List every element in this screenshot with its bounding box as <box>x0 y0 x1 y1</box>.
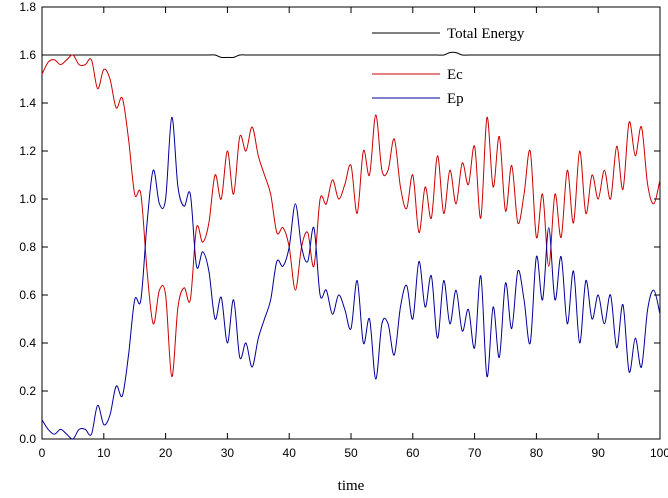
legend-label-ep: Ep <box>447 91 464 107</box>
x-tick-label: 0 <box>39 446 46 460</box>
legend-label-ec: Ec <box>447 67 463 83</box>
y-axis: 0.0 0.2 0.4 0.6 0.8 1.0 1.2 1.4 1.6 1.8 <box>19 0 660 446</box>
legend-label-total-energy: Total Energy <box>447 26 525 42</box>
series-layer <box>41 51 661 440</box>
x-tick-label: 90 <box>592 446 606 460</box>
x-tick-label: 100 <box>650 446 668 460</box>
plot-area <box>41 6 661 440</box>
y-tick-label: 0.8 <box>19 240 36 254</box>
y-tick-label: 0.6 <box>19 288 36 302</box>
y-tick-label: 0.0 <box>19 432 36 446</box>
plot-frame <box>41 6 661 440</box>
series-line-ep <box>41 116 661 440</box>
series-line-total-energy <box>42 51 660 59</box>
x-tick-label: 10 <box>97 446 111 460</box>
x-tick-label: 80 <box>530 446 544 460</box>
x-axis-title: time <box>338 478 365 494</box>
y-tick-label: 1.4 <box>19 96 36 110</box>
x-tick-label: 20 <box>159 446 173 460</box>
legend: Total Energy Ec Ep <box>372 26 525 107</box>
y-tick-label: 0.4 <box>19 336 36 350</box>
x-tick-label: 60 <box>406 446 420 460</box>
y-tick-label: 0.2 <box>19 384 36 398</box>
y-tick-label: 1.0 <box>19 192 36 206</box>
y-tick-label: 1.8 <box>19 0 36 14</box>
series-line-ec <box>41 54 661 378</box>
y-tick-label: 1.2 <box>19 144 36 158</box>
x-tick-label: 70 <box>468 446 482 460</box>
x-tick-label: 30 <box>221 446 235 460</box>
x-tick-label: 50 <box>344 446 358 460</box>
x-axis: 0 10 20 30 40 50 60 70 80 90 100 <box>39 7 668 460</box>
y-tick-label: 1.6 <box>19 48 36 62</box>
x-tick-label: 40 <box>283 446 297 460</box>
